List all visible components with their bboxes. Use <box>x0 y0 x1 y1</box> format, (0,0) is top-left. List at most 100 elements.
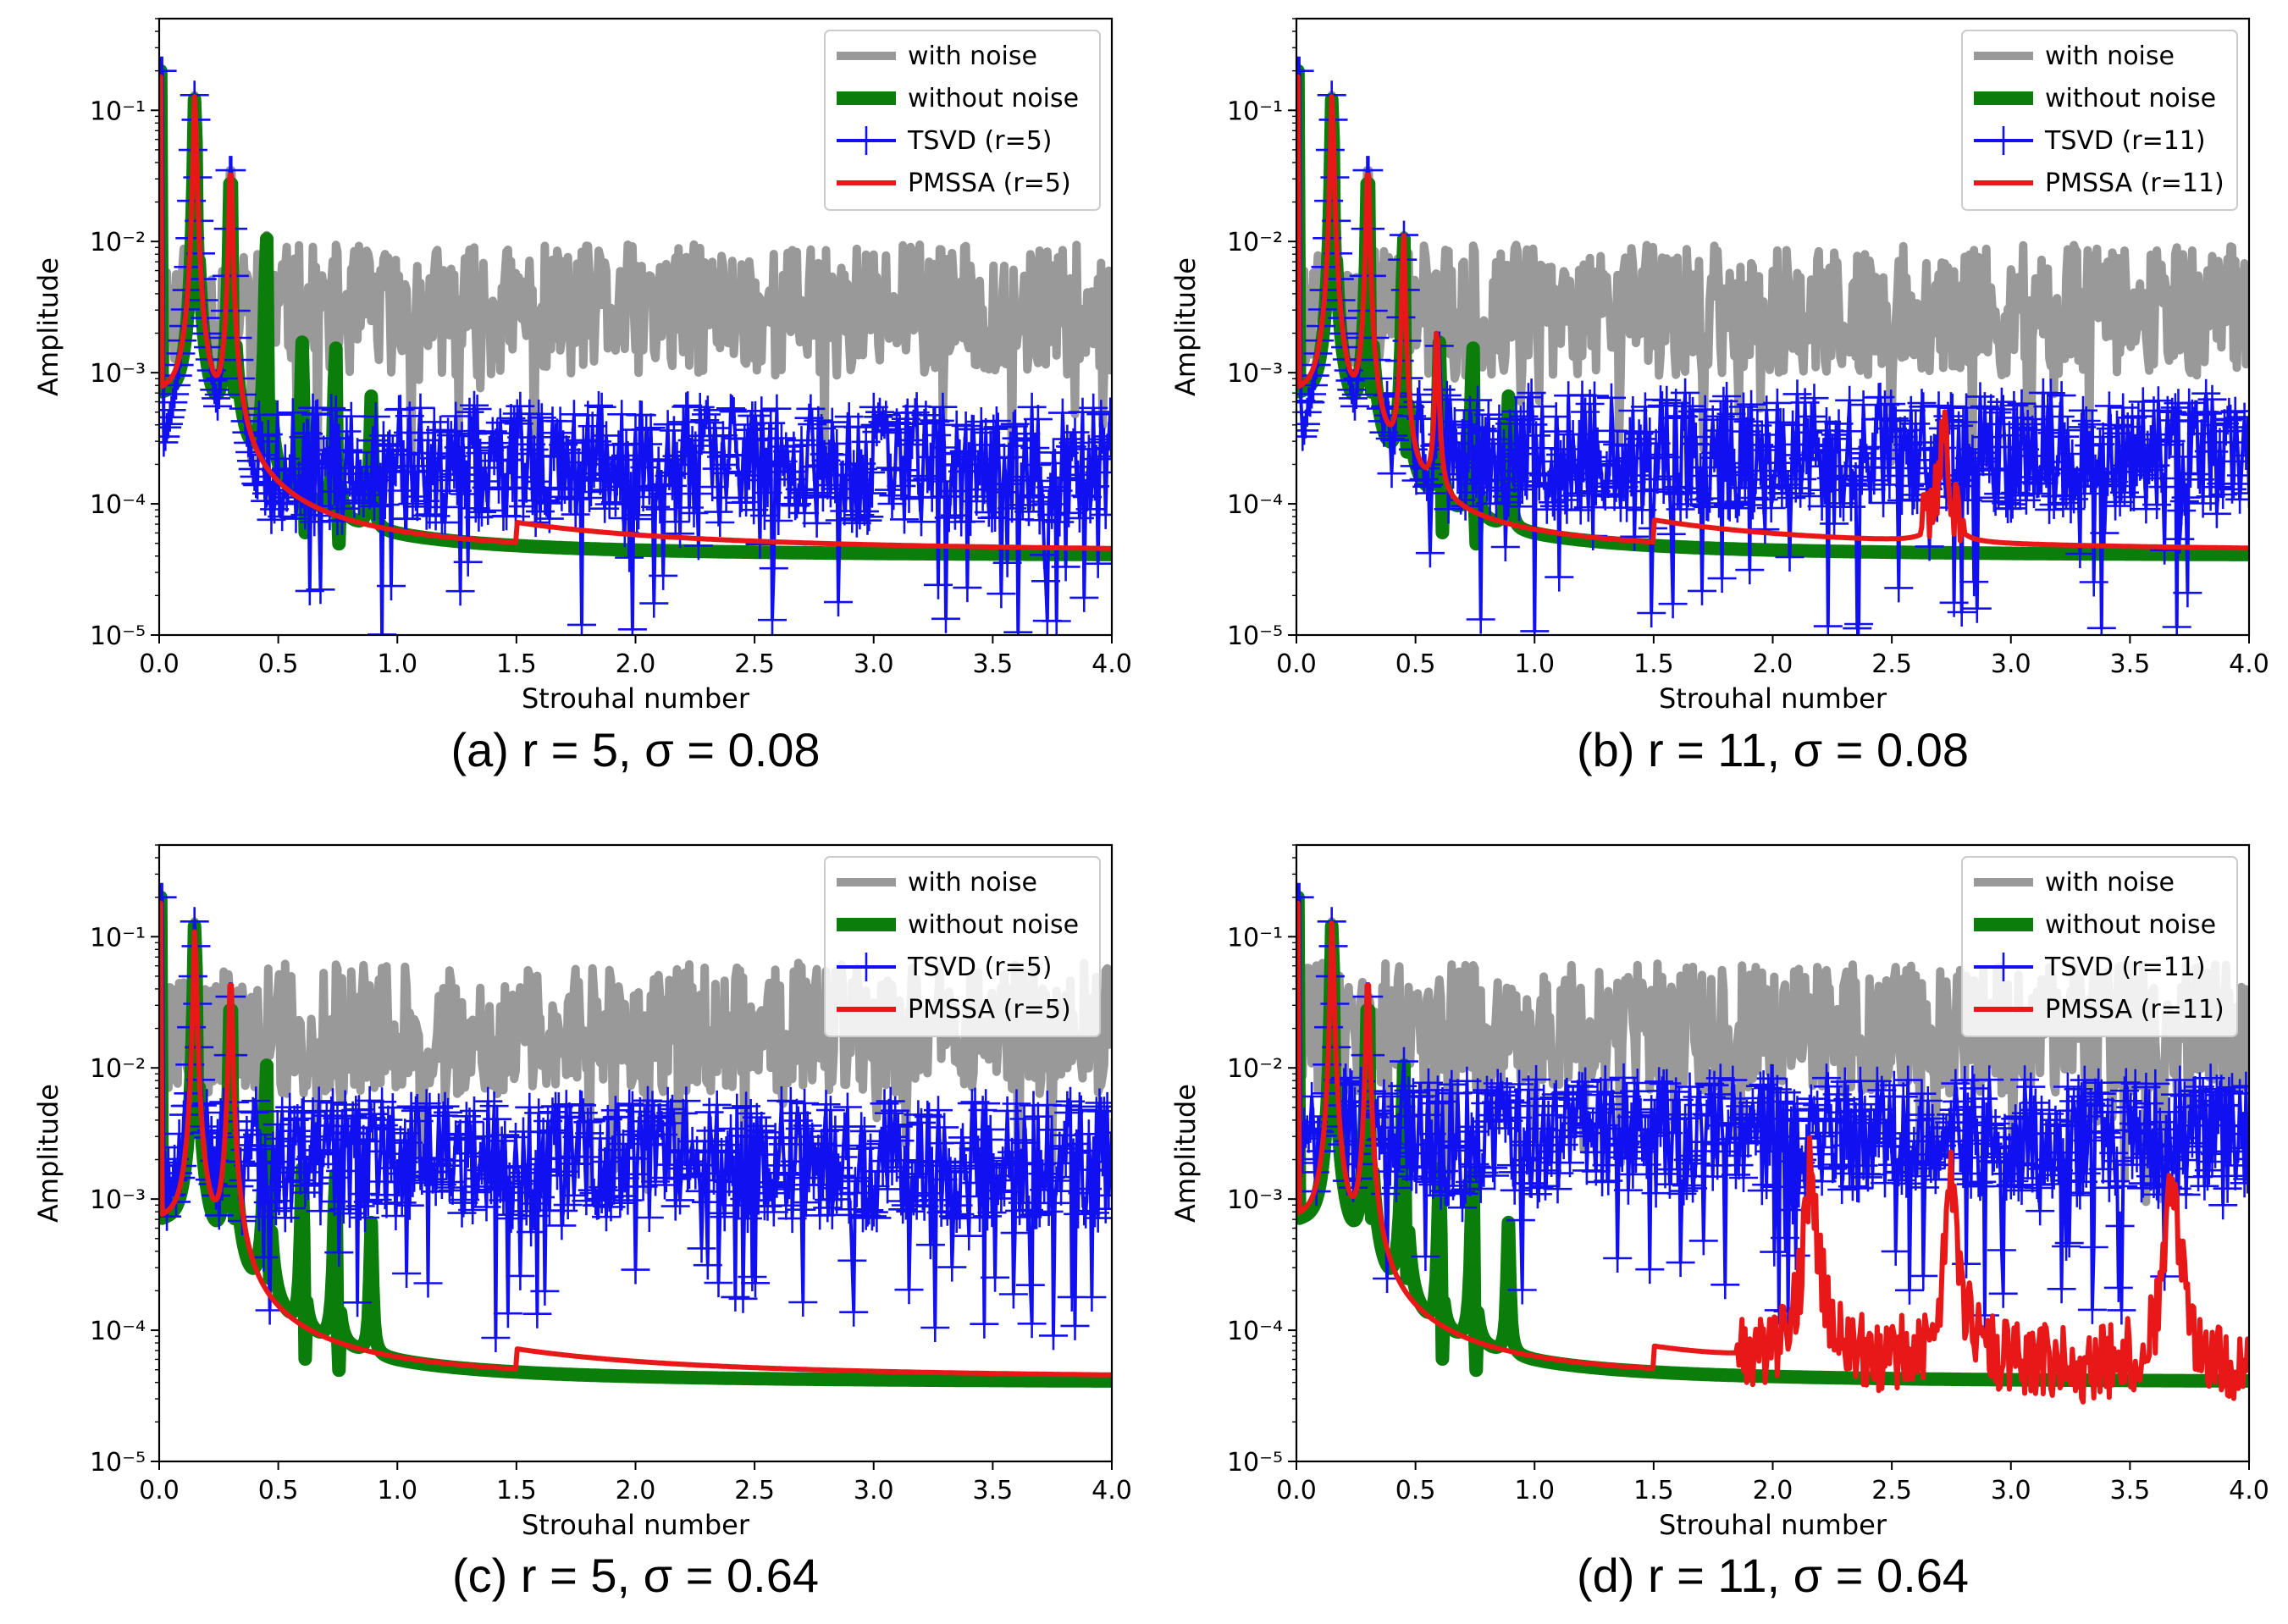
x-axis-label: Strouhal number <box>522 682 750 715</box>
x-tick-label: 4.0 <box>1091 649 1132 679</box>
legend-item: PMSSA (r=5) <box>837 995 1071 1025</box>
series-pmssa <box>1296 74 2249 551</box>
legend-item: without noise <box>1974 84 2216 113</box>
legend-label: PMSSA (r=11) <box>2045 995 2224 1025</box>
x-axis-label: Strouhal number <box>522 1509 750 1541</box>
x-tick-label: 2.5 <box>734 649 775 679</box>
legend-label: TSVD (r=11) <box>2044 953 2206 982</box>
x-tick-label: 0.0 <box>1276 649 1317 679</box>
x-tick-label: 2.0 <box>1753 649 1793 679</box>
legend-label: TSVD (r=5) <box>907 126 1053 156</box>
legend-label: PMSSA (r=5) <box>908 995 1071 1025</box>
legend-item: without noise <box>837 910 1079 940</box>
panel-caption: (a) r = 5, σ = 0.08 <box>450 723 820 776</box>
series-tsvd-markers <box>159 56 1112 635</box>
series-pmssa <box>159 900 1112 1378</box>
plot-area <box>1296 882 2249 1405</box>
series-tsvd-markers <box>159 882 1112 1352</box>
y-tick-label: 10⁻⁴ <box>1227 1317 1283 1346</box>
x-tick-label: 2.0 <box>616 649 656 679</box>
x-tick-label: 3.5 <box>973 649 1014 679</box>
y-tick-label: 10⁻³ <box>90 1185 146 1215</box>
x-tick-label: 4.0 <box>1091 1476 1132 1505</box>
panel-caption: (d) r = 11, σ = 0.64 <box>1577 1549 1969 1602</box>
series-tsvd <box>159 882 1112 1352</box>
series-pmssa <box>1296 900 2249 1405</box>
y-tick-label: 10⁻² <box>1227 228 1283 257</box>
legend-label: with noise <box>908 868 1037 898</box>
y-tick-label: 10⁻¹ <box>1227 97 1283 126</box>
y-axis-label: Amplitude <box>32 1084 64 1223</box>
series-tsvd <box>1296 882 2249 1330</box>
y-axis-label: Amplitude <box>32 257 64 396</box>
panel-caption: (b) r = 11, σ = 0.08 <box>1577 723 1969 776</box>
x-tick-label: 0.0 <box>139 1476 180 1505</box>
plot-area <box>1296 56 2249 635</box>
legend-label: TSVD (r=11) <box>2044 126 2206 156</box>
legend-item: with noise <box>837 868 1037 898</box>
legend-item: with noise <box>1974 868 2175 898</box>
legend: with noise without noise TSVD (r=11) PMSSA … <box>1961 30 2238 211</box>
legend-item: TSVD (r=11) <box>1974 126 2206 156</box>
x-tick-label: 1.5 <box>1633 1476 1674 1505</box>
legend: with noise without noise TSVD (r=5) PMSSA (… <box>824 30 1101 211</box>
legend-label: PMSSA (r=5) <box>908 168 1071 198</box>
chart-panel-c: 0.0 0.5 1.0 1.5 2.0 2.5 3.0 3.5 4.0 10⁻⁵ 10⁻⁴ 10⁻³ 1… <box>32 843 1132 1602</box>
x-tick-label: 1.0 <box>1514 1476 1555 1505</box>
legend-label: without noise <box>908 84 1079 113</box>
legend-box <box>824 856 1101 1037</box>
x-tick-label: 0.5 <box>1395 649 1436 679</box>
x-tick-label: 0.5 <box>258 649 299 679</box>
legend-marker <box>852 953 881 981</box>
y-tick-label: 10⁻² <box>1227 1054 1283 1084</box>
legend-box <box>1961 30 2238 211</box>
x-tick-label: 0.0 <box>139 649 180 679</box>
x-tick-label: 2.5 <box>1871 649 1912 679</box>
y-tick-label: 10⁻² <box>90 1054 146 1084</box>
y-tick-label: 10⁻⁵ <box>1227 1448 1283 1478</box>
legend-label: PMSSA (r=11) <box>2045 168 2224 198</box>
x-tick-label: 1.0 <box>377 1476 417 1505</box>
legend-label: without noise <box>2045 84 2216 113</box>
x-tick-label: 1.5 <box>496 1476 537 1505</box>
x-tick-label: 3.5 <box>2110 649 2151 679</box>
legend-label: with noise <box>908 41 1037 71</box>
series-without-noise <box>159 890 1112 1388</box>
legend-item: TSVD (r=5) <box>837 953 1053 982</box>
legend-marker <box>1989 126 2018 155</box>
legend-item: without noise <box>837 84 1079 113</box>
legend-label: with noise <box>2045 868 2175 898</box>
x-tick-label: 0.5 <box>1395 1476 1436 1505</box>
legend-item: PMSSA (r=5) <box>837 168 1071 198</box>
series-tsvd <box>159 56 1112 635</box>
x-tick-label: 3.0 <box>854 649 894 679</box>
legend-marker <box>852 126 881 155</box>
x-tick-label: 2.0 <box>1753 1476 1793 1505</box>
x-tick-label: 1.0 <box>1514 649 1555 679</box>
chart-panel-a: 0.0 0.5 1.0 1.5 2.0 2.5 3.0 3.5 4.0 10⁻⁵ 10⁻⁴ 10⁻³ 1… <box>32 17 1132 776</box>
y-tick-label: 10⁻⁵ <box>90 1448 146 1478</box>
legend: with noise without noise TSVD (r=5) PMSSA (… <box>824 856 1101 1037</box>
x-tick-label: 2.5 <box>734 1476 775 1505</box>
y-tick-label: 10⁻³ <box>1227 359 1283 389</box>
chart-panel-b: 0.0 0.5 1.0 1.5 2.0 2.5 3.0 3.5 4.0 10⁻⁵ 10⁻⁴ 10⁻³ 1… <box>1169 17 2269 776</box>
x-tick-label: 3.5 <box>973 1476 1014 1505</box>
y-tick-label: 10⁻¹ <box>1227 923 1283 953</box>
legend-label: without noise <box>908 910 1079 940</box>
series-tsvd <box>1296 56 2249 635</box>
x-tick-label: 3.0 <box>854 1476 894 1505</box>
x-tick-label: 1.5 <box>496 649 537 679</box>
legend-marker <box>1989 953 2018 981</box>
legend-box <box>1961 856 2238 1037</box>
chart-panel-d: 0.0 0.5 1.0 1.5 2.0 2.5 3.0 3.5 4.0 10⁻⁵ 10⁻⁴ 10⁻³ 1… <box>1169 843 2269 1602</box>
y-tick-label: 10⁻⁵ <box>1227 621 1283 651</box>
series-pmssa <box>159 74 1112 551</box>
legend-item: PMSSA (r=11) <box>1974 168 2224 198</box>
y-tick-label: 10⁻⁴ <box>1227 490 1283 520</box>
legend-item: PMSSA (r=11) <box>1974 995 2224 1025</box>
legend-box <box>824 30 1101 211</box>
y-tick-label: 10⁻¹ <box>90 97 146 126</box>
legend-label: TSVD (r=5) <box>907 953 1053 982</box>
legend-item: with noise <box>837 41 1037 71</box>
